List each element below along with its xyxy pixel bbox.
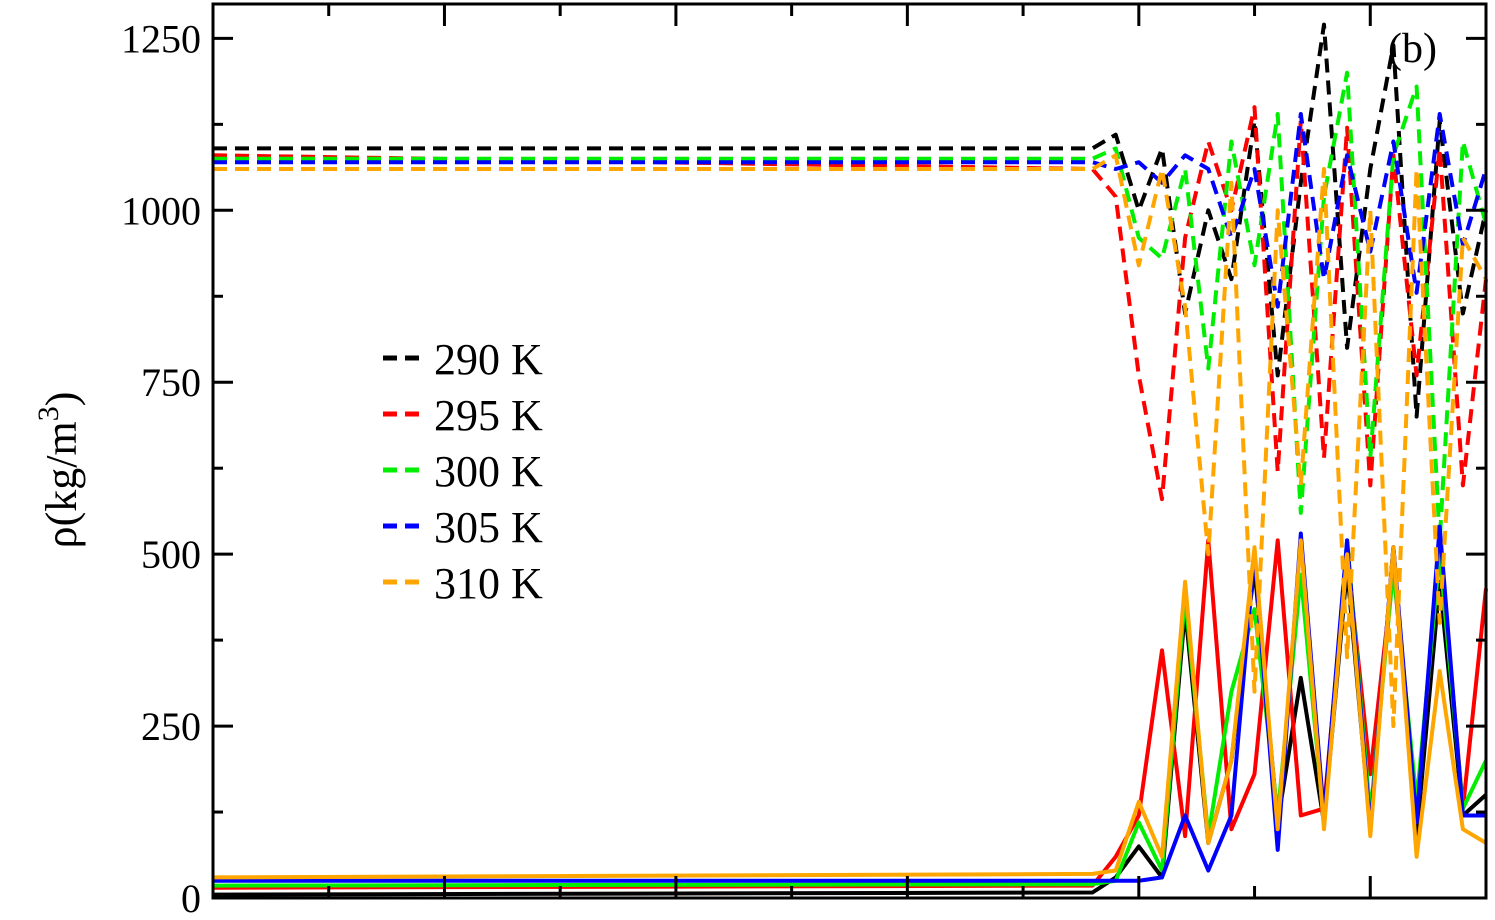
legend-label-305: 305 K — [434, 503, 543, 552]
y-tick-label: 0 — [181, 876, 201, 920]
legend-label-300: 300 K — [434, 447, 543, 496]
y-tick-label: 250 — [141, 704, 201, 749]
series-solid-310-k — [212, 538, 1488, 880]
series-dashed-310-k — [213, 153, 1488, 729]
y-tick-label: 500 — [141, 532, 201, 577]
series-dashed-300-k — [213, 70, 1488, 543]
series-layer — [212, 22, 1488, 897]
series-dashed-305-k — [213, 112, 1488, 309]
panel-label: (b) — [1388, 26, 1437, 72]
legend-label-295: 295 K — [434, 391, 543, 440]
legend-label-290: 290 K — [434, 335, 543, 384]
y-tick-label: 1250 — [121, 16, 201, 61]
plot-frame — [211, 2, 1488, 900]
series-dashed-290-k — [213, 22, 1488, 419]
tick-layer: 0 250 500 750 1000 1250 — [121, 4, 1488, 920]
legend: 290 K 295 K 300 K 305 K 310 K — [383, 335, 543, 608]
y-axis-title-close: ) — [37, 392, 86, 407]
y-axis-title: ρ(kg/m3) — [32, 392, 86, 549]
legend-label-310: 310 K — [434, 559, 543, 608]
y-tick-label: 750 — [141, 360, 201, 405]
y-axis-title-sup: 3 — [32, 406, 65, 421]
y-tick-label: 1000 — [121, 188, 201, 233]
y-axis-title-main: ρ(kg/m — [37, 421, 86, 548]
series-dashed-295-k — [212, 105, 1488, 502]
